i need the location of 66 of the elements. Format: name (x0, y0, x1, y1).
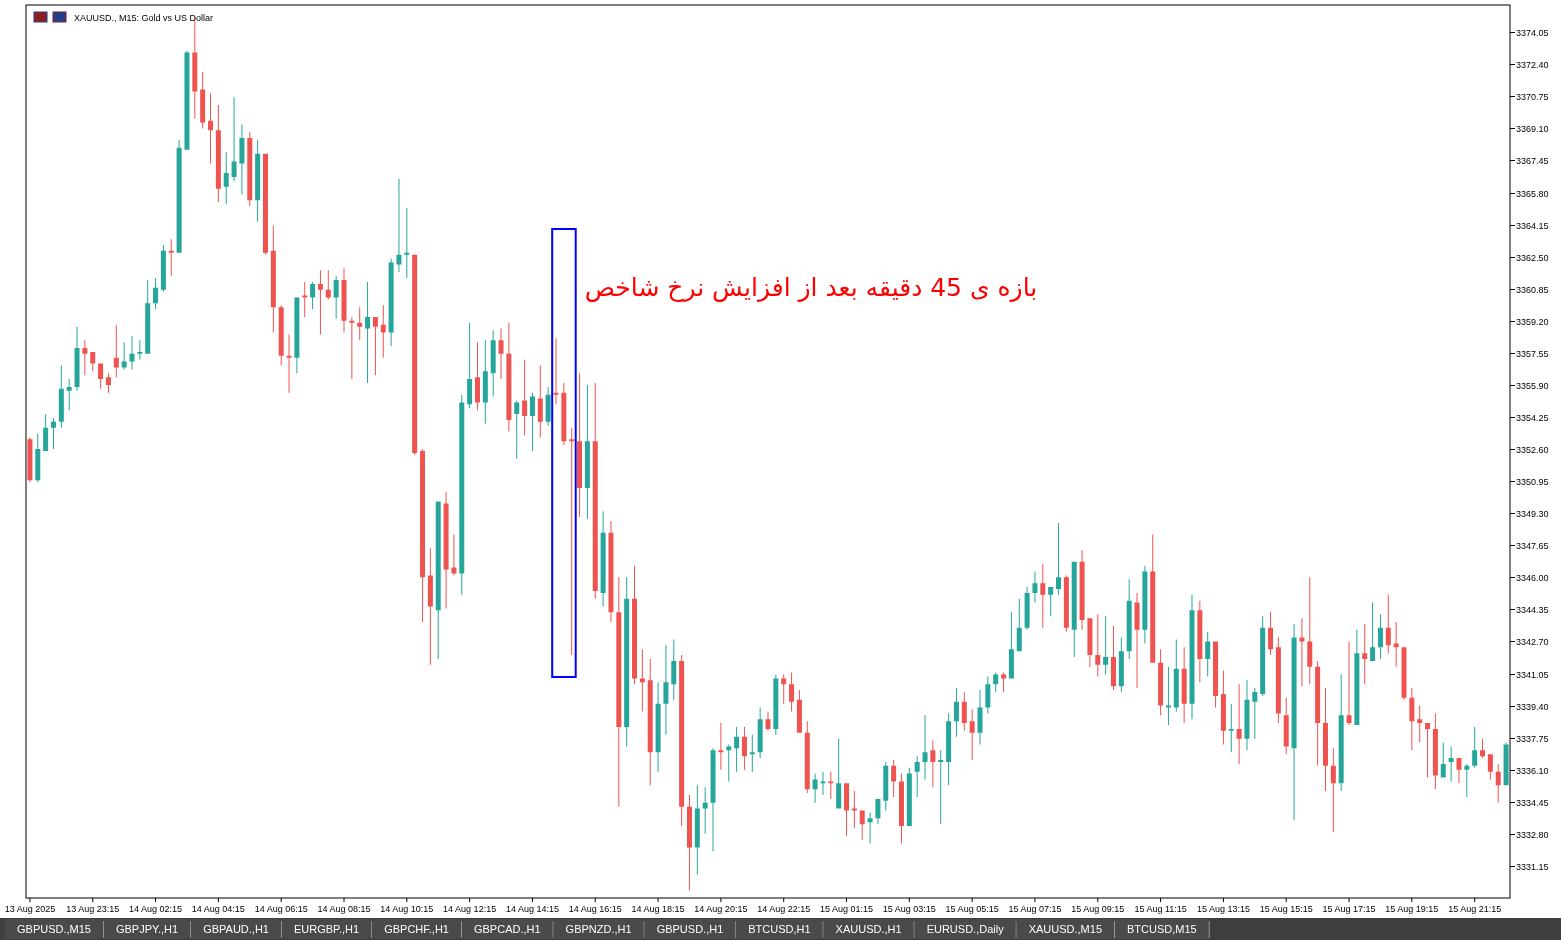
x-tick-label: 14 Aug 12:15 (443, 904, 497, 914)
x-tick-label: 15 Aug 09:15 (1071, 904, 1125, 914)
y-tick-label: 3357.55 (1516, 348, 1549, 359)
y-tick-label: 3334.45 (1516, 797, 1549, 808)
y-tick-label: 3352.60 (1516, 444, 1549, 455)
text: GBPNZD.,H1 (565, 923, 632, 935)
y-tick-label: 3336.10 (1516, 765, 1549, 776)
text: XAUUSD., M15: Gold vs US Dollar (74, 13, 214, 23)
y-tick-label: 3365.80 (1516, 188, 1549, 199)
x-tick-label: 14 Aug 14:15 (505, 904, 559, 914)
x-tick-label: 15 Aug 07:15 (1008, 904, 1062, 914)
y-tick-label: 3349.30 (1516, 508, 1549, 519)
y-tick-label: 3342.70 (1516, 636, 1549, 647)
x-tick-label: 14 Aug 18:15 (631, 904, 685, 914)
x-tick-label: 14 Aug 10:15 (380, 904, 434, 914)
x-tick-label: 15 Aug 19:15 (1385, 904, 1439, 914)
x-tick-label: 15 Aug 17:15 (1322, 904, 1376, 914)
text: GBPCAD.,H1 (473, 923, 541, 935)
x-tick-label: 15 Aug 13:15 (1196, 904, 1250, 914)
x-tick-label: 14 Aug 08:15 (317, 904, 371, 914)
x-tick-label: 14 Aug 20:15 (694, 904, 748, 914)
y-tick-label: 3339.40 (1516, 701, 1549, 712)
x-tick-label: 15 Aug 15:15 (1259, 904, 1313, 914)
text: GBPUSD.,M15 (17, 923, 91, 935)
text: XAUUSD.,H1 (835, 923, 902, 935)
y-tick-label: 3344.35 (1516, 604, 1549, 615)
x-tick-label: 15 Aug 21:15 (1448, 904, 1502, 914)
text: GBPAUD.,H1 (203, 923, 269, 935)
text: GBPCHF.,H1 (384, 923, 449, 935)
y-tick-label: 3332.80 (1516, 829, 1549, 840)
x-tick-label: 14 Aug 16:15 (568, 904, 622, 914)
y-tick-label: 3359.20 (1516, 316, 1549, 327)
y-tick-label: 3364.15 (1516, 220, 1549, 231)
y-tick-label: 3346.00 (1516, 572, 1549, 583)
x-tick-label: 15 Aug 01:15 (819, 904, 874, 914)
y-tick-label: 3360.85 (1516, 284, 1549, 295)
text: BTCUSD,M15 (1127, 923, 1197, 935)
x-tick-label: 13 Aug 2025 (4, 904, 56, 914)
annotation: بازه ی 45 دقیقه بعد از افزایش نرخ شاخص (584, 273, 1038, 302)
y-tick-label: 3337.75 (1516, 733, 1549, 744)
x-tick-label: 15 Aug 03:15 (882, 904, 936, 914)
x-tick-label: 14 Aug 02:15 (129, 904, 183, 914)
y-tick-label: 3367.45 (1516, 155, 1549, 166)
y-tick-label: 3374.05 (1516, 27, 1549, 38)
x-tick-label: 13 Aug 23:15 (66, 904, 120, 914)
y-tick-label: 3347.65 (1516, 540, 1549, 551)
text: GBPUSD.,H1 (656, 923, 724, 935)
x-tick-label: 15 Aug 11:15 (1134, 904, 1187, 914)
x-tick-label: 14 Aug 22:15 (757, 904, 811, 914)
x-tick-label: 14 Aug 06:15 (254, 904, 308, 914)
y-tick-label: 3350.95 (1516, 476, 1549, 487)
text: EURGBP.,H1 (293, 923, 360, 935)
y-tick-label: 3341.05 (1516, 669, 1549, 680)
y-tick-label: 3372.40 (1516, 59, 1549, 70)
x-tick-label: 15 Aug 05:15 (945, 904, 999, 914)
y-tick-label: 3370.75 (1516, 91, 1549, 102)
text: BTCUSD,H1 (748, 923, 811, 935)
y-tick-label: 3354.25 (1516, 412, 1549, 423)
y-tick-label: 3369.10 (1516, 123, 1549, 134)
y-tick-label: 3331.15 (1516, 861, 1549, 872)
y-tick-label: 3355.90 (1516, 380, 1549, 391)
text: XAUUSD.,M15 (1028, 923, 1103, 935)
x-tick-label: 14 Aug 04:15 (191, 904, 245, 914)
text: EURUSD.,Daily (926, 923, 1005, 935)
y-tick-label: 3362.50 (1516, 252, 1549, 263)
text: GBPJPY.,H1 (115, 923, 179, 935)
